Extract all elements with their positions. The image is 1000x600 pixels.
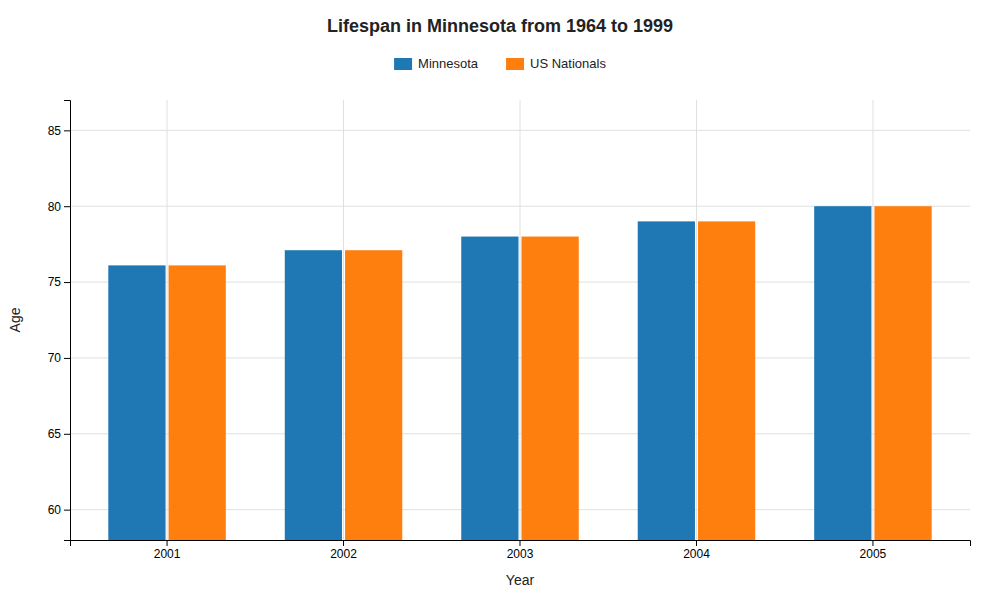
x-tick-label: 2004 bbox=[683, 547, 710, 561]
bar bbox=[698, 221, 755, 540]
x-grid-line bbox=[872, 100, 873, 540]
bar bbox=[285, 250, 342, 540]
legend: Minnesota US Nationals bbox=[394, 56, 606, 71]
x-grid-line bbox=[520, 100, 521, 540]
y-tick: 60 bbox=[48, 503, 70, 517]
x-axis-title: Year bbox=[506, 572, 535, 588]
plot: 60 65 70 75 80 85 2001 2002 2003 2004 2005 bbox=[48, 100, 971, 561]
legend-label: Minnesota bbox=[418, 56, 479, 71]
x-tick-mark bbox=[167, 540, 168, 546]
y-axis-line bbox=[64, 101, 71, 541]
y-tick-mark bbox=[64, 358, 70, 359]
y-tick: 75 bbox=[48, 275, 70, 289]
title: Lifespan in Minnesota from 1964 to 1999 bbox=[327, 16, 673, 36]
bar bbox=[108, 265, 165, 540]
x-tick-mark bbox=[343, 540, 344, 546]
grid bbox=[70, 100, 970, 540]
bar bbox=[169, 265, 226, 540]
y-tick-mark bbox=[64, 206, 70, 207]
x-axis-line bbox=[71, 541, 971, 547]
legend-label: US Nationals bbox=[530, 56, 606, 71]
x-tick: 2002 bbox=[330, 540, 357, 561]
y-tick-label: 85 bbox=[48, 124, 62, 138]
x-tick-mark bbox=[696, 540, 697, 546]
y-tick: 85 bbox=[48, 124, 70, 138]
y-tick-mark bbox=[64, 130, 70, 131]
bar bbox=[345, 250, 402, 540]
chart: 60 65 70 75 80 85 2001 2002 2003 2004 2005 Year Age L… bbox=[0, 0, 1000, 600]
x-tick: 2001 bbox=[154, 540, 181, 561]
bar bbox=[522, 237, 579, 540]
x-tick-mark bbox=[872, 540, 873, 546]
y-tick: 65 bbox=[48, 427, 70, 441]
x-axis: 2001 2002 2003 2004 2005 bbox=[71, 540, 971, 561]
x-grid-line bbox=[696, 100, 697, 540]
x-grid-line bbox=[343, 100, 344, 540]
y-tick-label: 75 bbox=[48, 275, 62, 289]
x-tick: 2003 bbox=[507, 540, 534, 561]
y-tick-mark bbox=[64, 282, 70, 283]
legend-swatch bbox=[394, 58, 412, 70]
x-tick-label: 2001 bbox=[154, 547, 181, 561]
legend-item: Minnesota bbox=[394, 56, 479, 71]
bars bbox=[108, 206, 931, 540]
legend-item: US Nationals bbox=[506, 56, 606, 71]
x-tick-mark bbox=[520, 540, 521, 546]
y-tick-mark bbox=[64, 510, 70, 511]
bar bbox=[638, 221, 695, 540]
y-tick: 80 bbox=[48, 200, 70, 214]
y-tick-mark bbox=[64, 434, 70, 435]
y-axis-title: Age bbox=[7, 307, 23, 332]
x-grid-line bbox=[167, 100, 168, 540]
y-axis: 60 65 70 75 80 85 bbox=[48, 101, 71, 541]
y-tick: 70 bbox=[48, 351, 70, 365]
x-tick-label: 2003 bbox=[507, 547, 534, 561]
bar bbox=[874, 206, 931, 540]
y-tick-label: 65 bbox=[48, 427, 62, 441]
bar bbox=[814, 206, 871, 540]
x-tick-label: 2002 bbox=[330, 547, 357, 561]
x-tick-label: 2005 bbox=[860, 547, 887, 561]
x-tick: 2004 bbox=[683, 540, 710, 561]
y-tick-label: 70 bbox=[48, 351, 62, 365]
legend-swatch bbox=[506, 58, 524, 70]
x-tick: 2005 bbox=[860, 540, 887, 561]
bar bbox=[461, 237, 518, 540]
y-tick-label: 80 bbox=[48, 200, 62, 214]
y-tick-label: 60 bbox=[48, 503, 62, 517]
